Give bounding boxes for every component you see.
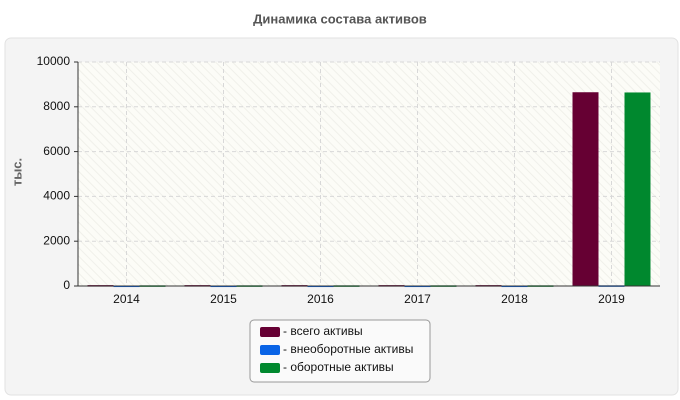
- y-tick-label: 4000: [43, 189, 70, 203]
- legend-label: - внеоборотные активы: [283, 342, 413, 356]
- y-axis-label: тыс.: [9, 158, 24, 186]
- bar: [572, 92, 599, 287]
- plot-area: [78, 62, 660, 286]
- chart-title: Динамика состава активов: [253, 11, 427, 26]
- y-tick-label: 6000: [43, 144, 70, 158]
- x-tick-label: 2017: [404, 292, 431, 306]
- y-tick-label: 8000: [43, 99, 70, 113]
- x-tick-label: 2015: [210, 292, 237, 306]
- x-tick-label: 2018: [501, 292, 528, 306]
- x-tick-label: 2014: [113, 292, 140, 306]
- bar: [624, 92, 651, 287]
- legend-swatch: [260, 345, 280, 355]
- y-tick-label: 2000: [43, 233, 70, 247]
- x-tick-label: 2016: [307, 292, 334, 306]
- legend-swatch: [260, 327, 280, 337]
- y-tick-label: 10000: [37, 54, 71, 68]
- y-tick-label: 0: [63, 278, 70, 292]
- x-tick-label: 2019: [598, 292, 625, 306]
- legend-label: - оборотные активы: [283, 360, 394, 374]
- legend-label: - всего активы: [283, 324, 363, 338]
- legend-swatch: [260, 363, 280, 373]
- legend: [249, 319, 431, 383]
